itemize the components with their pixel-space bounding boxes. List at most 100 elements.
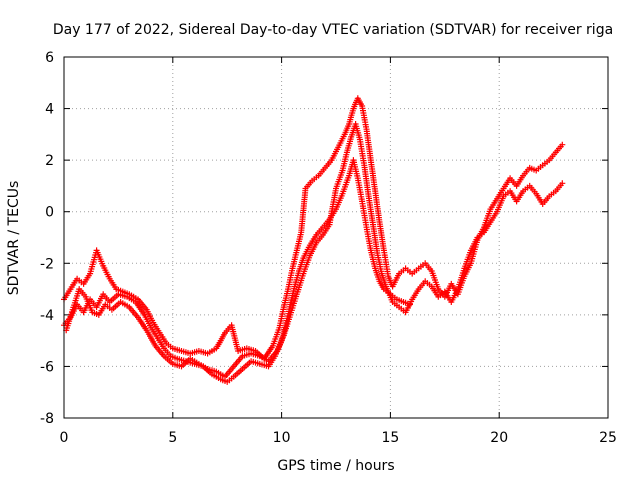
data-point-fill [449, 288, 460, 303]
data-point-fill [353, 123, 363, 141]
data-point-fill [514, 190, 525, 203]
data-point-fill [88, 298, 98, 309]
data-point-fill [342, 123, 352, 136]
data-point-fill [241, 351, 252, 359]
data-point-fill [128, 292, 139, 302]
data-point-fill [62, 288, 73, 301]
data-point-fill [172, 361, 183, 369]
data-point-fill [108, 292, 120, 304]
data-point-fill [547, 151, 558, 162]
data-point-fill [368, 159, 378, 192]
data-point-fill [326, 187, 339, 226]
data-point-fill [333, 192, 345, 210]
data-point-fill [528, 165, 537, 173]
data-point-fill [541, 195, 551, 205]
data-point-fill [424, 280, 433, 288]
data-point-fill [169, 354, 178, 361]
data-point-fill [117, 291, 128, 300]
data-point-fill [344, 136, 354, 154]
y-axis-label: SDTVAR / TECUs [6, 181, 22, 296]
data-point-fill [355, 97, 364, 108]
data-series [61, 95, 566, 385]
data-point-fill [396, 297, 405, 305]
data-point-fill [259, 354, 270, 363]
grid [64, 57, 608, 418]
data-point-fill [346, 107, 356, 125]
data-point-fill [144, 308, 156, 324]
data-point-fill [262, 344, 275, 360]
data-point-fill [554, 143, 564, 154]
data-point-fill [430, 285, 440, 298]
data-point-fill [514, 174, 525, 187]
data-point-fill [229, 324, 241, 352]
data-point-fill [541, 158, 551, 167]
data-point-fill [355, 177, 365, 203]
data-point-fill [398, 305, 407, 314]
data-point-fill [142, 314, 153, 329]
data-point-fill [488, 197, 499, 211]
y-tick-label: 0 [45, 205, 54, 221]
data-point-fill [308, 234, 319, 247]
data-point-fill [521, 166, 531, 177]
data-point-fill [101, 293, 112, 303]
data-point-fill [104, 303, 113, 311]
y-tick-label: -4 [40, 308, 54, 324]
data-point-fill [232, 367, 244, 379]
data-point-fill [144, 329, 158, 347]
data-point-fill [404, 267, 413, 275]
x-tick-label: 10 [273, 430, 291, 446]
data-point-fill [97, 303, 107, 316]
data-point-fill [384, 285, 395, 303]
data-point-fill [340, 151, 350, 172]
data-point-fill [522, 184, 531, 193]
data-point-fill [246, 346, 257, 354]
data-point-fill [366, 195, 376, 226]
data-point-fill [189, 348, 200, 356]
data-point-fill [462, 249, 474, 270]
data-point-fill [94, 249, 106, 267]
axis-ticks: 0 5 10 15 20 25 -8 -6 -4 -2 0 2 4 6 [40, 50, 617, 446]
data-point-fill [372, 267, 382, 283]
data-point-fill [298, 187, 309, 234]
data-point-fill [136, 298, 149, 311]
data-point-fill [315, 233, 325, 244]
data-point-fill [376, 221, 387, 252]
data-point-fill [377, 280, 386, 291]
data-point [559, 180, 566, 187]
data-point-fill [127, 305, 140, 319]
data-point-fill [429, 270, 441, 290]
data-point-fill [126, 295, 137, 304]
data-point-fill [149, 326, 160, 339]
data-point-fill [281, 314, 293, 337]
data-point-fill [68, 277, 79, 290]
data-point-fill [495, 195, 506, 213]
data-point-fill [508, 177, 518, 187]
data-point-fill [288, 293, 300, 316]
data-point-fill [481, 208, 493, 228]
data-point-fill [548, 189, 557, 198]
y-tick-label: -2 [40, 256, 54, 272]
data-point-fill [359, 200, 370, 228]
data-point-fill [321, 218, 331, 229]
data-point-fill [311, 174, 320, 183]
data-point-fill [488, 210, 499, 223]
data-point-fill [153, 344, 166, 358]
data-point-fill [402, 299, 411, 307]
data-point-fill [250, 358, 261, 367]
data-point-fill [232, 354, 244, 368]
data-point-fill [437, 290, 446, 299]
data-point-fill [411, 267, 420, 275]
data-point-fill [372, 190, 383, 223]
data-point-fill [136, 316, 149, 332]
data-point-fill [215, 369, 226, 379]
data-point-fill [77, 288, 88, 298]
data-point-fill [162, 354, 175, 366]
data-point-fill [259, 361, 270, 369]
data-point-fill [63, 309, 75, 331]
data-point-fill [535, 164, 544, 172]
data-point-fill [75, 303, 85, 314]
y-tick-label: 4 [45, 102, 54, 118]
data-point-fill [363, 226, 374, 252]
data-point-fill [91, 310, 100, 317]
